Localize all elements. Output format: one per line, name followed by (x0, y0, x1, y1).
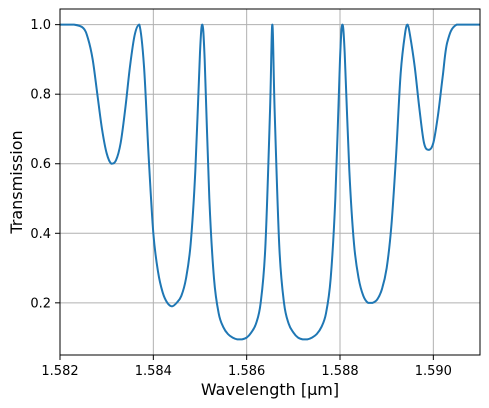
transmission-line (60, 23, 480, 341)
x-tick-label: 1.582 (41, 364, 78, 379)
y-tick-label: 0.2 (30, 296, 51, 311)
plot-frame (59, 8, 481, 356)
x-tick-label: 1.584 (135, 364, 172, 379)
x-axis-label: Wavelength [μm] (201, 380, 339, 399)
x-axis: 1.582 1.584 1.586 1.588 1.590 (41, 355, 452, 379)
x-tick-label: 1.588 (321, 364, 358, 379)
series-layer (60, 23, 480, 341)
y-axis: 0.2 0.4 0.6 0.8 1.0 (30, 18, 60, 311)
y-tick-label: 0.8 (30, 88, 51, 103)
y-tick-label: 1.0 (30, 18, 51, 33)
y-tick-label: 0.6 (30, 157, 51, 172)
grid (59, 9, 480, 355)
y-axis-label: Transmission (7, 130, 26, 234)
x-tick-label: 1.590 (415, 364, 452, 379)
y-tick-label: 0.4 (30, 227, 51, 242)
x-tick-label: 1.586 (228, 364, 265, 379)
